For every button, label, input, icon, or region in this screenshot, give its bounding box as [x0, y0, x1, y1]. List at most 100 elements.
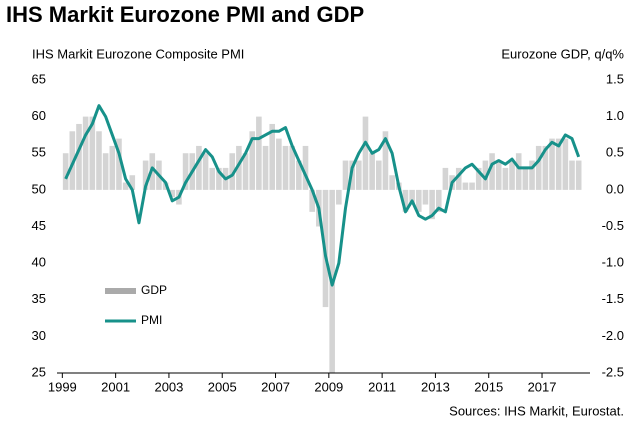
gdp-bar [415, 189, 422, 212]
gdp-bar [142, 160, 149, 190]
y-axis-label: IHS Markit Eurozone Composite PMI [32, 46, 244, 61]
gdp-bar [569, 160, 575, 190]
gdp-bar [69, 131, 76, 190]
x-tick-label: 2013 [421, 379, 450, 394]
gdp-bar [502, 167, 509, 190]
gdp-bar [495, 160, 502, 190]
gdp-bar [309, 189, 315, 212]
legend-label: PMI [141, 313, 162, 327]
gdp-bar [229, 153, 236, 190]
y-tick-label: 60 [32, 108, 46, 123]
gdp-bar [129, 175, 136, 190]
gdp-bar [102, 153, 109, 190]
gdp-bar [209, 167, 216, 190]
gdp-bar [82, 116, 89, 190]
y-tick-label: 40 [32, 255, 46, 270]
gdp-bar [369, 153, 375, 190]
gdp-bar [336, 189, 342, 205]
gdp-bar [462, 182, 469, 190]
gdp-bar [169, 189, 176, 198]
gdp-bar [482, 160, 489, 190]
y2-axis-label: Eurozone GDP, q/q% [501, 46, 624, 61]
gdp-bar [196, 145, 202, 190]
y-tick-label: 25 [32, 364, 46, 379]
gdp-bar [242, 153, 249, 190]
gdp-bar [342, 160, 349, 190]
y-tick-label: 35 [32, 291, 46, 306]
y-tick-label: 45 [32, 218, 46, 233]
gdp-bar [542, 145, 549, 190]
y2-tick-label: -1.0 [602, 255, 624, 270]
gdp-bar [429, 189, 435, 220]
x-tick-label: 2007 [261, 379, 290, 394]
y2-tick-label: 1.5 [606, 71, 624, 86]
y-tick-label: 30 [32, 328, 46, 343]
gdp-bar [96, 131, 102, 190]
gdp-bar [302, 145, 309, 190]
x-tick-label: 2015 [474, 379, 503, 394]
gdp-bar [89, 116, 96, 190]
gdp-bar [575, 160, 582, 190]
gdp-bar [256, 116, 262, 190]
gdp-bar [562, 138, 569, 190]
gdp-bar [62, 153, 69, 190]
gdp-bar [109, 145, 116, 190]
gdp-bar [555, 138, 562, 190]
gdp-bar [216, 167, 222, 190]
gdp-bar [116, 138, 122, 190]
gdp-bar [389, 175, 395, 190]
gdp-bar [289, 145, 295, 190]
x-tick-label: 2009 [314, 379, 343, 394]
pmi-line [64, 104, 581, 287]
y-tick-label: 50 [32, 181, 46, 196]
gdp-bar [535, 145, 542, 190]
gdp-bar [122, 182, 129, 190]
x-tick-label: 2001 [101, 379, 130, 394]
gdp-bar [475, 167, 482, 190]
gdp-bar [455, 167, 462, 190]
gdp-bar [529, 160, 535, 190]
gdp-bar [249, 131, 256, 190]
source: Sources: IHS Markit, Eurostat. [449, 403, 624, 418]
y-tick-label: 55 [32, 145, 46, 160]
y2-tick-label: -2.5 [602, 364, 624, 379]
gdp-bar [202, 153, 209, 190]
y2-tick-label: 0.5 [606, 145, 624, 160]
gdp-bar [422, 189, 429, 205]
gdp-bar [509, 160, 515, 190]
x-tick-label: 2003 [154, 379, 183, 394]
gdp-bar [442, 167, 449, 190]
gdp-bar [382, 131, 389, 190]
gdp-bar [376, 160, 382, 190]
gdp-bar [182, 153, 189, 190]
gdp-bar [402, 189, 409, 212]
y2-tick-label: -1.5 [602, 291, 624, 306]
gdp-bar [76, 123, 82, 190]
gdp-bar [469, 182, 475, 190]
gdp-bar [489, 153, 495, 190]
y-tick-label: 65 [32, 71, 46, 86]
y2-tick-label: 0.0 [606, 181, 624, 196]
gdp-bar [435, 189, 442, 212]
gdp-bar [522, 167, 529, 190]
gdp-bar [356, 160, 362, 190]
gdp-bar [262, 145, 269, 190]
chart-title: IHS Markit Eurozone PMI and GDP [6, 2, 364, 27]
gdp-bar [269, 123, 275, 190]
x-tick-label: 2011 [368, 379, 396, 394]
gdp-bar [515, 153, 522, 190]
gdp-bar [282, 145, 289, 190]
gdp-bar [362, 116, 369, 190]
y2-tick-label: 1.0 [606, 108, 624, 123]
x-tick-label: 2017 [528, 379, 557, 394]
y2-tick-label: -2.0 [602, 328, 624, 343]
gdp-bar [296, 160, 302, 190]
gdp-bar [276, 138, 282, 190]
x-tick-label: 2005 [208, 379, 237, 394]
y2-tick-label: -0.5 [602, 218, 624, 233]
gdp-bar [409, 189, 415, 205]
gdp-bar [236, 145, 242, 190]
x-tick-label: 1999 [48, 379, 77, 394]
legend-label: GDP [141, 283, 167, 297]
